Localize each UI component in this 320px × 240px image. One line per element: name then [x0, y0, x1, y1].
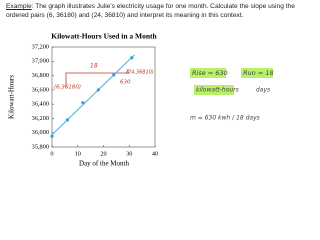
data-point [112, 73, 116, 77]
highlight [241, 68, 273, 78]
rise-run-bracket [65, 69, 129, 87]
x-tick-label: 40 [152, 150, 158, 157]
handwritten-note: (24,36810) [126, 70, 154, 76]
data-point [81, 101, 85, 105]
highlight [194, 85, 234, 95]
handwritten-note: m = 630 kwh / 18 days [190, 115, 260, 122]
example-body: : The graph illustrates Julie's electric… [6, 3, 295, 19]
example-text: Example: The graph illustrates Julie's e… [6, 2, 316, 20]
y-tick-label: 37,000 [32, 58, 49, 65]
x-tick-label: 20 [100, 150, 106, 157]
handwritten-note: (6,36180) [54, 85, 81, 91]
x-tick-label: 0 [50, 150, 53, 157]
y-tick-label: 36,200 [32, 115, 49, 122]
data-point [65, 118, 70, 122]
example-label: Example [6, 3, 32, 10]
chart-title: Kilowatt-Hours Used in a Month [51, 32, 157, 41]
handwritten-note: kilowatt-hours [196, 87, 239, 94]
plot-frame [51, 46, 156, 148]
handwritten-note: days [256, 87, 270, 94]
trend-line [51, 54, 135, 136]
chart: Kilowatt-Hours Used in a Month Day of th… [8, 32, 274, 168]
data-point [96, 88, 100, 92]
y-tick-label: 35,800 [32, 143, 49, 150]
y-tick-label: 36,400 [32, 101, 49, 108]
x-axis-label: Day of the Month [79, 160, 129, 168]
y-tick-label: 36,800 [32, 72, 49, 79]
handwritten-note: 630 [120, 80, 131, 86]
data-point [130, 56, 134, 60]
page: {"example": {"label": "Example", "text":… [6, 2, 316, 168]
x-tick-label: 10 [75, 150, 81, 157]
x-tick-label: 30 [126, 150, 132, 157]
y-tick-label: 36,000 [32, 129, 49, 136]
handwritten-note: Run = 18 [243, 69, 274, 77]
handwritten-note: Rise = 630 [192, 69, 228, 77]
y-tick-label: 37,200 [32, 43, 49, 50]
handwritten-note: 18 [90, 63, 98, 70]
data-point [50, 134, 54, 138]
y-axis-label: Kilowatt-Hours [8, 75, 16, 119]
highlight [190, 68, 226, 78]
y-tick-label: 36,600 [32, 86, 49, 93]
